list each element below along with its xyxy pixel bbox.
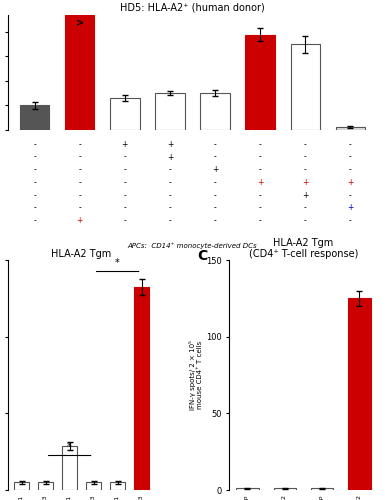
Text: -: - — [33, 140, 36, 149]
Text: -: - — [349, 216, 352, 225]
Text: -: - — [214, 140, 216, 149]
Text: APCs:  CD14⁺ monocyte-derived DCs: APCs: CD14⁺ monocyte-derived DCs — [128, 242, 257, 249]
Text: -: - — [79, 204, 81, 212]
Text: *: * — [67, 442, 72, 452]
Text: -: - — [214, 204, 216, 212]
Bar — [273, 488, 296, 490]
Text: -: - — [259, 166, 261, 174]
Text: -: - — [79, 140, 81, 149]
Text: -: - — [214, 190, 216, 200]
Text: -: - — [124, 190, 126, 200]
Text: -: - — [349, 190, 352, 200]
Text: -: - — [124, 166, 126, 174]
Bar — [336, 127, 365, 130]
Text: -: - — [304, 140, 306, 149]
Text: -: - — [259, 152, 261, 162]
Text: -: - — [169, 204, 171, 212]
Bar — [291, 44, 320, 130]
Text: -: - — [124, 178, 126, 187]
Text: -: - — [79, 166, 81, 174]
Y-axis label: IFN-γ spots/ 2 × 10⁵
mouse CD4⁺ T cells: IFN-γ spots/ 2 × 10⁵ mouse CD4⁺ T cells — [189, 340, 203, 410]
Title: HLA-A2 Tgm
(CD4⁺ T-cell response): HLA-A2 Tgm (CD4⁺ T-cell response) — [249, 238, 358, 259]
Text: -: - — [169, 166, 171, 174]
Text: *: * — [115, 258, 120, 268]
Title: HLA-A2 Tgm: HLA-A2 Tgm — [52, 249, 112, 259]
Text: -: - — [349, 140, 352, 149]
Text: +: + — [347, 204, 353, 212]
Bar — [134, 287, 149, 490]
Text: -: - — [33, 216, 36, 225]
Bar — [311, 488, 333, 490]
Bar — [65, 15, 94, 130]
Text: -: - — [214, 178, 216, 187]
Text: +: + — [77, 216, 83, 225]
Bar — [14, 482, 29, 490]
Text: -: - — [259, 216, 261, 225]
Bar — [236, 488, 259, 490]
Bar — [20, 105, 49, 130]
Text: +: + — [167, 140, 173, 149]
Text: -: - — [349, 166, 352, 174]
Text: -: - — [124, 152, 126, 162]
Text: +: + — [347, 178, 353, 187]
Text: -: - — [259, 204, 261, 212]
Text: -: - — [169, 190, 171, 200]
Bar — [110, 482, 125, 490]
Text: -: - — [33, 152, 36, 162]
Text: -: - — [33, 178, 36, 187]
Text: -: - — [259, 190, 261, 200]
Text: +: + — [122, 140, 128, 149]
Text: >: > — [76, 18, 84, 28]
Text: -: - — [304, 152, 306, 162]
Text: -: - — [124, 204, 126, 212]
Text: -: - — [33, 190, 36, 200]
Text: -: - — [304, 204, 306, 212]
Text: -: - — [169, 216, 171, 225]
Text: +: + — [302, 178, 308, 187]
Text: +: + — [167, 152, 173, 162]
Text: -: - — [259, 140, 261, 149]
Text: -: - — [79, 190, 81, 200]
Text: -: - — [349, 152, 352, 162]
Text: -: - — [214, 152, 216, 162]
Text: C: C — [197, 248, 207, 262]
Bar — [62, 446, 77, 490]
Title: HD5: HLA-A2⁺ (human donor): HD5: HLA-A2⁺ (human donor) — [120, 3, 265, 13]
Text: -: - — [79, 178, 81, 187]
Bar — [155, 93, 185, 130]
Bar — [86, 482, 101, 490]
Text: -: - — [79, 152, 81, 162]
Text: +: + — [257, 178, 263, 187]
Text: +: + — [212, 166, 218, 174]
Text: -: - — [304, 216, 306, 225]
Text: -: - — [169, 178, 171, 187]
Text: -: - — [214, 216, 216, 225]
Text: -: - — [304, 166, 306, 174]
Bar — [200, 93, 230, 130]
Bar — [246, 34, 275, 130]
Text: +: + — [302, 190, 308, 200]
Text: -: - — [33, 166, 36, 174]
Bar — [110, 98, 139, 130]
Bar — [348, 298, 371, 490]
Bar — [38, 482, 53, 490]
Text: -: - — [124, 216, 126, 225]
Text: -: - — [33, 204, 36, 212]
